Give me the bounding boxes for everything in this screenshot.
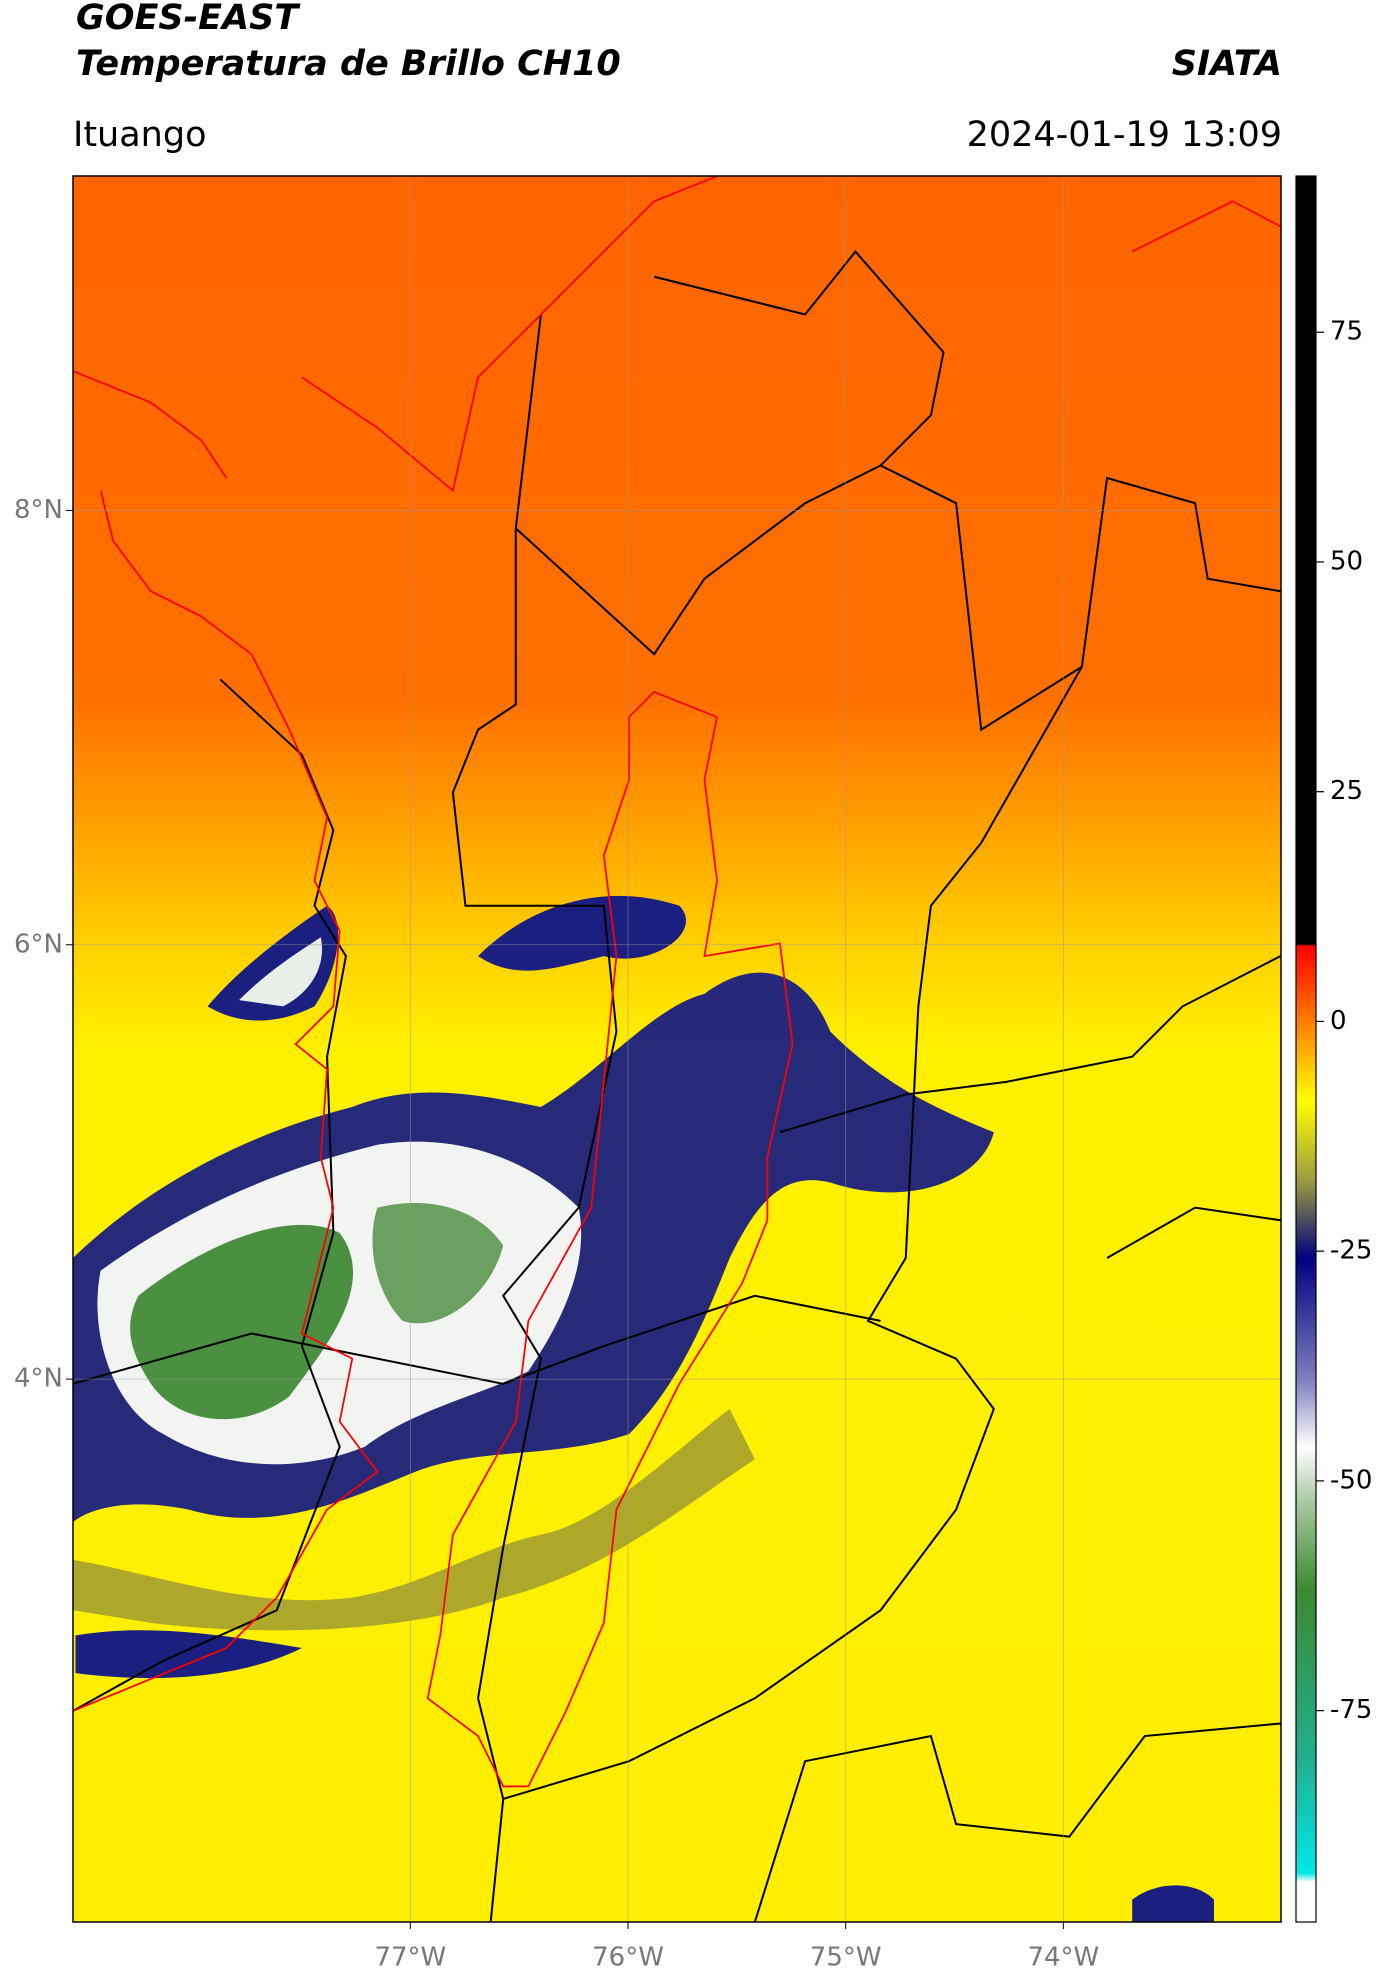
subtitle: Temperatura de Brillo CH10 <box>76 44 621 84</box>
colorbar-tick-label: 50 <box>1330 546 1363 576</box>
colorbar-tick-label: 75 <box>1330 317 1363 347</box>
x-tick-label: 74°W <box>1027 1943 1099 1973</box>
timestamp: 2024-01-19 13:09 <box>967 115 1282 155</box>
colorbar-tick-label: 25 <box>1330 776 1363 806</box>
x-tick-label: 77°W <box>374 1943 446 1973</box>
colorbar-tick-label: -75 <box>1330 1695 1372 1725</box>
location: Ituango <box>73 115 207 155</box>
y-tick-label: 4°N <box>14 1364 63 1394</box>
colorbar-tick-label: -25 <box>1330 1236 1372 1266</box>
map-frame <box>72 175 1282 1923</box>
x-tick-label: 76°W <box>592 1943 664 1973</box>
grid <box>73 176 1281 1922</box>
x-tick-label: 75°W <box>810 1943 882 1973</box>
y-tick-label: 8°N <box>14 495 63 525</box>
map-image <box>73 176 1281 1922</box>
colorbar-tick-label: -50 <box>1330 1465 1372 1495</box>
colorbar-tick-label: 0 <box>1330 1006 1347 1036</box>
y-tick-label: 6°N <box>14 929 63 959</box>
colorbar <box>1295 175 1317 1923</box>
agency: SIATA <box>1172 44 1282 84</box>
title: GOES-EAST <box>76 0 301 38</box>
